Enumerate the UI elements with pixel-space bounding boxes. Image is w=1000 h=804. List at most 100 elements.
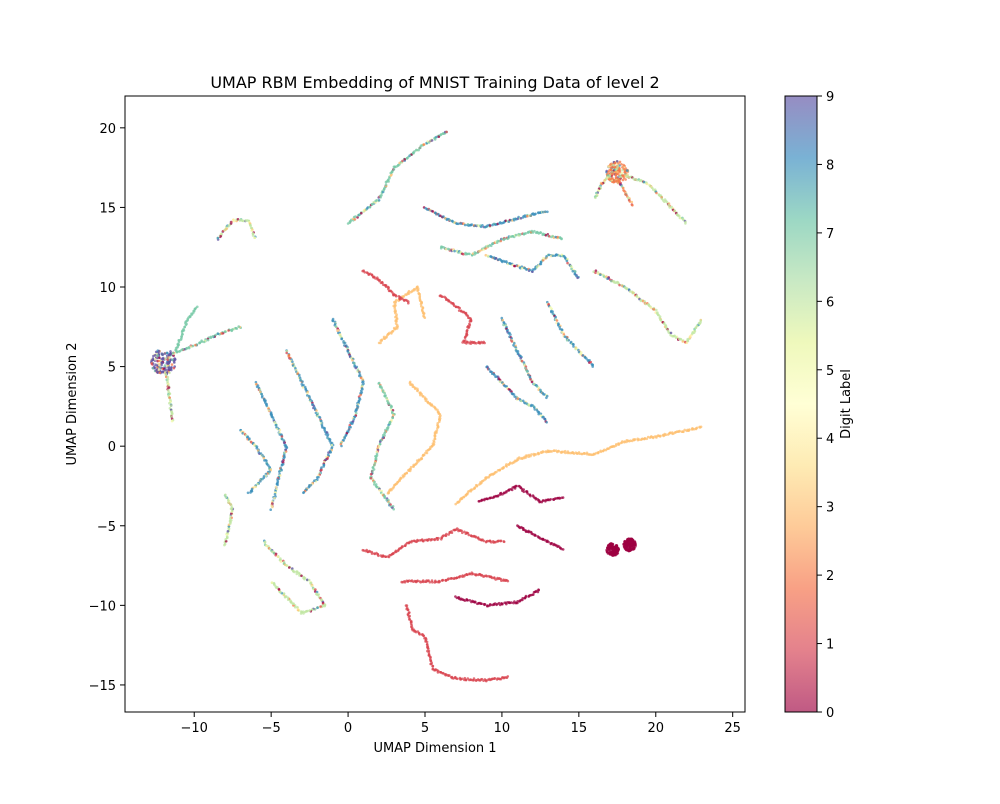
data-point (169, 350, 172, 353)
x-tick-label: 25 (724, 721, 741, 736)
data-point (537, 452, 541, 455)
data-point (323, 604, 327, 608)
data-point (156, 354, 159, 357)
data-point (472, 679, 476, 682)
data-point (547, 540, 550, 544)
data-point (360, 211, 363, 215)
data-point (172, 360, 176, 363)
data-point (505, 602, 508, 606)
data-point (572, 345, 575, 348)
data-point (394, 309, 397, 312)
data-point (535, 265, 539, 269)
data-point (352, 361, 356, 365)
data-point (599, 273, 602, 277)
data-point (382, 335, 386, 339)
y-tick-label: 10 (99, 281, 116, 296)
data-point (514, 233, 518, 237)
data-point (509, 333, 512, 336)
data-point (232, 219, 236, 223)
data-point (274, 485, 278, 489)
data-point (673, 209, 676, 212)
data-point (501, 318, 505, 322)
data-point (345, 432, 349, 435)
data-point (552, 449, 556, 453)
data-point (505, 490, 508, 494)
data-point (609, 543, 613, 546)
data-point (531, 270, 534, 274)
data-point (625, 169, 629, 172)
data-point (555, 319, 559, 322)
data-point (433, 435, 437, 438)
data-point (377, 382, 381, 385)
data-point (681, 430, 685, 433)
data-point (160, 357, 163, 361)
data-point (612, 546, 616, 550)
data-point (401, 159, 404, 163)
data-point (550, 450, 554, 453)
x-tick-label: 0 (344, 721, 352, 736)
data-point (465, 340, 469, 344)
data-point (616, 547, 620, 551)
data-point (427, 141, 431, 144)
colorbar-ticks: 0 1 2 3 4 5 6 7 8 9 (817, 90, 834, 721)
data-point (194, 343, 197, 347)
data-point (463, 223, 467, 227)
data-point (353, 218, 357, 221)
data-point (306, 392, 309, 395)
data-point (463, 336, 467, 340)
data-point (486, 497, 490, 501)
data-point (425, 640, 429, 644)
data-point (285, 564, 288, 567)
data-point (490, 576, 494, 580)
data-point (520, 456, 524, 460)
data-point (286, 596, 290, 600)
data-point (202, 340, 206, 344)
data-point (241, 432, 244, 435)
data-point (403, 580, 406, 583)
data-point (526, 492, 529, 495)
data-point (630, 200, 634, 204)
data-point (542, 450, 545, 454)
data-point (505, 465, 508, 468)
data-point (428, 402, 432, 405)
x-tick-label: 5 (421, 721, 429, 736)
data-point (442, 215, 445, 218)
plot-frame (124, 95, 746, 713)
data-point (494, 257, 498, 260)
data-point (621, 166, 624, 169)
data-point (166, 362, 170, 366)
data-point (295, 572, 299, 576)
data-point (430, 579, 434, 582)
data-point (334, 325, 338, 328)
data-point (308, 396, 311, 399)
data-point (550, 307, 553, 311)
data-point (539, 262, 543, 266)
data-point (394, 294, 398, 298)
colorbar-tick-label: 0 (826, 706, 834, 721)
data-point (618, 169, 622, 172)
data-point (383, 392, 387, 395)
data-point (276, 555, 280, 559)
data-point (180, 335, 183, 339)
data-point (541, 499, 545, 502)
data-point (642, 180, 646, 184)
data-point (211, 335, 215, 338)
data-point (246, 435, 250, 439)
data-point (632, 291, 635, 295)
data-point (619, 175, 623, 179)
y-tick-label: −15 (89, 679, 116, 694)
data-point (550, 542, 554, 545)
data-point (497, 494, 500, 497)
data-point (490, 244, 493, 248)
data-point (402, 294, 406, 298)
data-point (224, 493, 227, 497)
data-point (521, 597, 524, 600)
data-point (450, 577, 454, 580)
x-tick-label: −5 (262, 721, 281, 736)
data-point (315, 476, 319, 479)
data-point (547, 253, 551, 257)
data-point (176, 342, 179, 346)
data-point (401, 475, 405, 479)
data-point (157, 363, 161, 367)
data-point (303, 576, 307, 580)
